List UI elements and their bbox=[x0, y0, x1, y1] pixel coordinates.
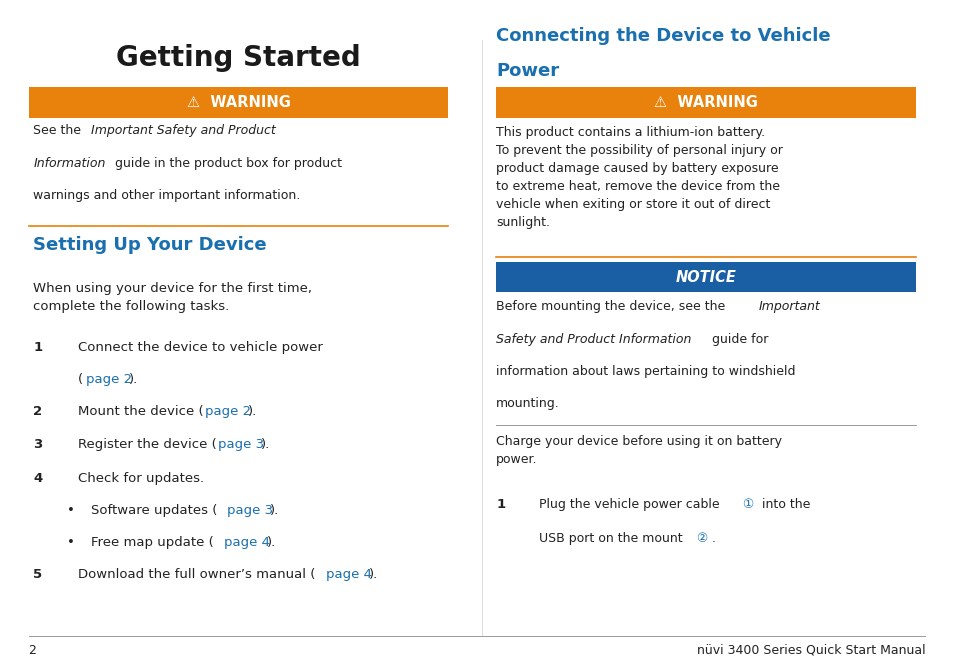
Text: guide for: guide for bbox=[707, 333, 767, 345]
Text: page 4: page 4 bbox=[326, 568, 372, 581]
Text: nüvi 3400 Series Quick Start Manual: nüvi 3400 Series Quick Start Manual bbox=[696, 644, 924, 657]
Bar bbox=[496, 262, 915, 292]
Text: page 3: page 3 bbox=[227, 504, 273, 517]
Text: 1: 1 bbox=[33, 341, 43, 353]
Text: ⚠  WARNING: ⚠ WARNING bbox=[654, 95, 757, 110]
Text: guide in the product box for product: guide in the product box for product bbox=[111, 157, 341, 169]
Text: 1: 1 bbox=[496, 498, 505, 511]
Text: (: ( bbox=[78, 373, 83, 386]
Text: ).: ). bbox=[267, 536, 276, 548]
Text: Getting Started: Getting Started bbox=[116, 44, 360, 72]
Text: USB port on the mount: USB port on the mount bbox=[538, 532, 686, 544]
Text: 3: 3 bbox=[33, 438, 43, 451]
Text: Connect the device to vehicle power: Connect the device to vehicle power bbox=[78, 341, 323, 353]
Text: Safety and Product Information: Safety and Product Information bbox=[496, 333, 691, 345]
Text: .: . bbox=[711, 532, 715, 544]
Text: page 4: page 4 bbox=[224, 536, 270, 548]
Text: page 3: page 3 bbox=[218, 438, 264, 451]
Text: 5: 5 bbox=[33, 568, 43, 581]
Text: Power: Power bbox=[496, 62, 558, 80]
Text: page 2: page 2 bbox=[205, 405, 251, 417]
Text: See the: See the bbox=[33, 124, 86, 137]
Bar bbox=[29, 87, 448, 118]
Text: ).: ). bbox=[129, 373, 138, 386]
Text: Download the full owner’s manual (: Download the full owner’s manual ( bbox=[78, 568, 315, 581]
Text: This product contains a lithium-ion battery.
To prevent the possibility of perso: This product contains a lithium-ion batt… bbox=[496, 126, 782, 228]
Text: ②: ② bbox=[696, 532, 707, 544]
Text: ⚠  WARNING: ⚠ WARNING bbox=[187, 95, 290, 110]
Text: NOTICE: NOTICE bbox=[675, 269, 736, 285]
Text: information about laws pertaining to windshield: information about laws pertaining to win… bbox=[496, 365, 795, 378]
Text: Before mounting the device, see the: Before mounting the device, see the bbox=[496, 300, 728, 313]
Text: mounting.: mounting. bbox=[496, 397, 559, 410]
Text: ).: ). bbox=[369, 568, 378, 581]
Text: ).: ). bbox=[248, 405, 257, 417]
Text: 2: 2 bbox=[33, 405, 43, 417]
Text: Important Safety and Product: Important Safety and Product bbox=[91, 124, 275, 137]
Text: 2: 2 bbox=[29, 644, 36, 657]
Text: page 2: page 2 bbox=[86, 373, 132, 386]
Text: •: • bbox=[67, 536, 74, 548]
Text: Register the device (: Register the device ( bbox=[78, 438, 216, 451]
Bar bbox=[496, 87, 915, 118]
Text: When using your device for the first time,
complete the following tasks.: When using your device for the first tim… bbox=[33, 282, 312, 312]
Text: Charge your device before using it on battery
power.: Charge your device before using it on ba… bbox=[496, 435, 781, 466]
Text: Software updates (: Software updates ( bbox=[91, 504, 216, 517]
Text: ①: ① bbox=[741, 498, 753, 511]
Text: Setting Up Your Device: Setting Up Your Device bbox=[33, 236, 267, 254]
Text: Free map update (: Free map update ( bbox=[91, 536, 213, 548]
Text: Check for updates.: Check for updates. bbox=[78, 472, 204, 485]
Text: 4: 4 bbox=[33, 472, 43, 485]
Text: Mount the device (: Mount the device ( bbox=[78, 405, 204, 417]
Text: warnings and other important information.: warnings and other important information… bbox=[33, 189, 300, 202]
Text: Connecting the Device to Vehicle: Connecting the Device to Vehicle bbox=[496, 27, 830, 45]
Text: ).: ). bbox=[261, 438, 271, 451]
Text: into the: into the bbox=[758, 498, 810, 511]
Text: ).: ). bbox=[270, 504, 279, 517]
Text: Information: Information bbox=[33, 157, 106, 169]
Text: Plug the vehicle power cable: Plug the vehicle power cable bbox=[538, 498, 723, 511]
Text: •: • bbox=[67, 504, 74, 517]
Bar bbox=[29, 87, 448, 118]
Text: Important: Important bbox=[758, 300, 820, 313]
